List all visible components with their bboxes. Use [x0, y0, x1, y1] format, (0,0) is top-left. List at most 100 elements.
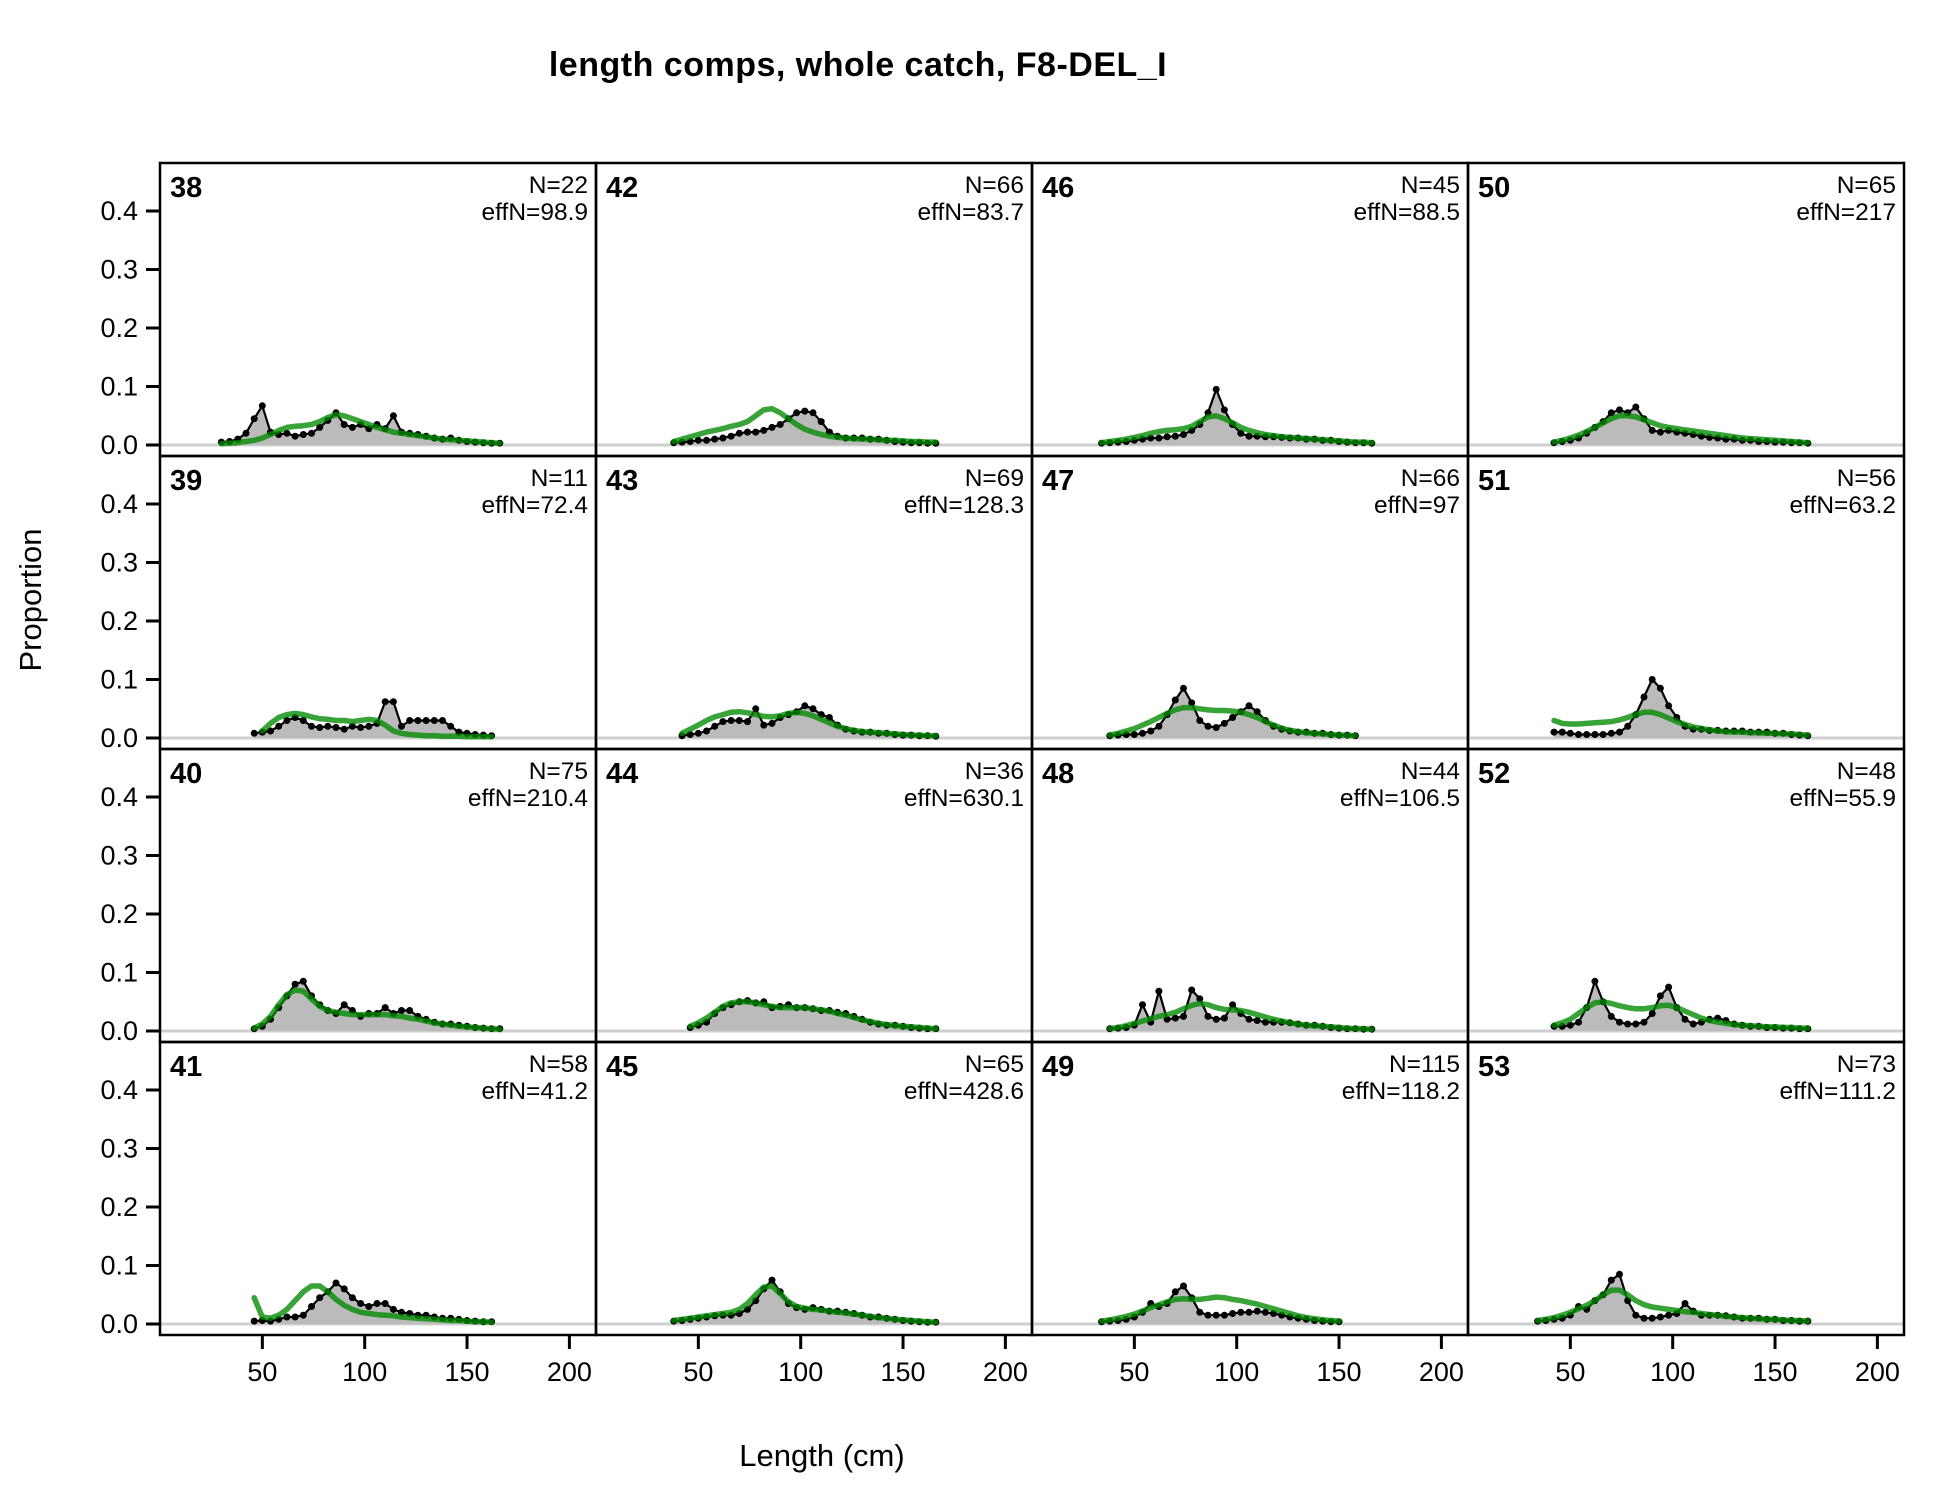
observed-point — [1212, 1311, 1220, 1319]
observed-point — [373, 1300, 381, 1307]
panel-year-label: 52 — [1478, 758, 1510, 790]
observed-point — [1139, 729, 1146, 737]
observed-point — [1245, 432, 1253, 440]
y-tick-label: 0.2 — [100, 313, 138, 343]
observed-point — [1648, 676, 1656, 683]
observed-point — [1212, 385, 1220, 393]
observed-point — [406, 1007, 414, 1014]
observed-point — [365, 1303, 373, 1310]
x-tick-label: 100 — [342, 1357, 387, 1387]
panel-sample-size: N=22 — [529, 172, 588, 199]
observed-point — [727, 717, 735, 724]
observed-point — [744, 428, 751, 436]
observed-point — [1261, 1308, 1269, 1316]
observed-point — [1253, 1307, 1261, 1315]
observed-point — [694, 729, 702, 737]
panel-year-label: 53 — [1478, 1051, 1510, 1083]
panel-effective-n: effN=72.4 — [482, 492, 588, 519]
observed-point — [348, 1294, 356, 1302]
x-tick-label: 100 — [1214, 1357, 1259, 1387]
observed-point — [389, 412, 397, 420]
observed-point — [1171, 1014, 1179, 1022]
panel-sample-size: N=65 — [1837, 172, 1896, 199]
panel-year-label: 48 — [1042, 758, 1074, 790]
expected-line — [218, 411, 503, 447]
observed-point — [727, 432, 735, 440]
panel-year-label: 49 — [1042, 1051, 1074, 1083]
y-tick-label: 0.1 — [100, 665, 138, 695]
observed-point — [711, 435, 719, 443]
observed-area — [254, 1283, 492, 1324]
observed-point — [1180, 684, 1187, 692]
observed-point — [1237, 429, 1245, 437]
panel-year-label: 44 — [606, 758, 638, 790]
observed-point — [1550, 728, 1558, 736]
observed-point — [1681, 1300, 1689, 1307]
observed-point — [422, 717, 430, 724]
expected-line — [1098, 1294, 1342, 1324]
observed-point — [1607, 1276, 1615, 1284]
observed-point — [793, 409, 801, 417]
observed-point — [250, 415, 258, 423]
observed-point — [299, 1311, 307, 1319]
observed-point — [1196, 717, 1204, 724]
observed-point — [711, 722, 719, 730]
panel-sample-size: N=58 — [529, 1051, 588, 1078]
panel-year-label: 51 — [1478, 465, 1510, 497]
observed-point — [1180, 1282, 1187, 1290]
panel-year-label: 45 — [606, 1051, 638, 1083]
observed-point — [1147, 727, 1155, 735]
expected-line — [1551, 999, 1811, 1031]
observed-point — [768, 423, 776, 431]
panel-sample-size: N=73 — [1837, 1051, 1896, 1078]
y-tick-label: 0.1 — [100, 958, 138, 988]
observed-point — [406, 717, 414, 724]
observed-point — [1591, 977, 1599, 985]
observed-point — [1607, 409, 1615, 417]
panel-sample-size: N=66 — [1401, 465, 1460, 492]
observed-point — [332, 724, 340, 731]
panel-effective-n: effN=41.2 — [482, 1078, 588, 1105]
observed-point — [291, 432, 299, 440]
observed-point — [1656, 684, 1664, 692]
observed-point — [439, 717, 446, 724]
observed-point — [1599, 731, 1607, 738]
y-tick-label: 0.0 — [100, 430, 138, 460]
observed-point — [776, 421, 784, 428]
observed-point — [1583, 731, 1591, 738]
observed-point — [250, 1317, 258, 1325]
observed-point — [1648, 426, 1656, 434]
observed-point — [752, 428, 760, 436]
panel-effective-n: effN=55.9 — [1790, 785, 1896, 812]
expected-line — [259, 710, 495, 740]
observed-point — [1220, 1014, 1228, 1022]
observed-point — [316, 423, 324, 431]
observed-point — [1648, 1314, 1656, 1322]
observed-point — [719, 434, 727, 442]
panel-year-label: 50 — [1478, 172, 1510, 204]
observed-point — [1656, 428, 1664, 436]
observed-point — [316, 1294, 324, 1302]
observed-point — [389, 1305, 397, 1313]
observed-point — [1616, 728, 1623, 736]
y-tick-label: 0.0 — [100, 723, 138, 753]
panel-sample-size: N=36 — [965, 758, 1024, 785]
observed-point — [267, 727, 274, 735]
observed-point — [324, 722, 332, 730]
observed-point — [1665, 1311, 1673, 1319]
observed-point — [299, 431, 307, 438]
expected-line — [1107, 704, 1359, 739]
x-tick-label: 150 — [445, 1357, 490, 1387]
observed-point — [1245, 702, 1253, 710]
expected-line — [1551, 413, 1811, 446]
